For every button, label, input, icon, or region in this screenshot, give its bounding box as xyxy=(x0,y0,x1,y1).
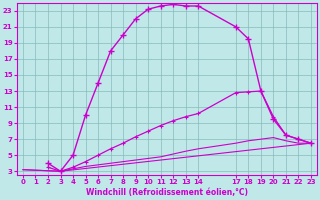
X-axis label: Windchill (Refroidissement éolien,°C): Windchill (Refroidissement éolien,°C) xyxy=(86,188,248,197)
